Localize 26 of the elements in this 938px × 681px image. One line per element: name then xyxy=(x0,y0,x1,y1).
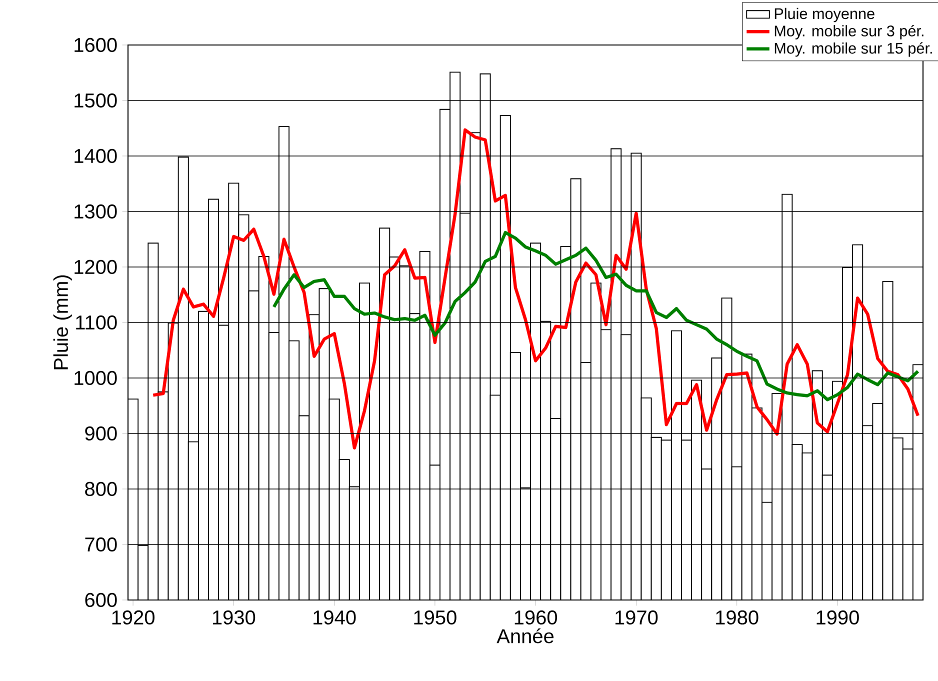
legend-label: Moy. mobile sur 15 pér. xyxy=(774,42,932,57)
y-tick-label: 800 xyxy=(85,482,117,496)
line-series xyxy=(272,230,920,402)
x-tick-label: 1980 xyxy=(716,610,758,625)
x-tick-label: 1970 xyxy=(615,610,658,625)
y-tick-label: 1200 xyxy=(74,260,117,274)
y-axis-title: Pluie (mm) xyxy=(53,275,72,370)
y-tick-label: 1000 xyxy=(74,370,117,386)
x-tick-label: 1930 xyxy=(212,610,256,625)
y-tick-label: 1400 xyxy=(74,148,117,164)
legend-label: Pluie moyenne xyxy=(774,8,874,22)
x-tick-label: 1920 xyxy=(112,610,154,625)
legend-label: Moy. mobile sur 3 pér. xyxy=(774,24,924,40)
y-tick-label: 1100 xyxy=(76,315,117,330)
x-tick-label: 1990 xyxy=(816,610,859,625)
x-tick-label: 1940 xyxy=(314,610,356,625)
y-tick-label: 1500 xyxy=(74,93,117,108)
y-tick-label: 1600 xyxy=(74,38,117,52)
line-series xyxy=(152,128,920,450)
x-tick-label: 1960 xyxy=(514,610,558,625)
y-tick-label: 600 xyxy=(85,592,117,608)
y-tick-label: 700 xyxy=(85,537,117,552)
y-tick-label: 1300 xyxy=(74,204,117,219)
y-tick-label: 900 xyxy=(85,426,117,441)
x-tick-label: 1950 xyxy=(414,610,456,625)
x-axis-title: Année xyxy=(496,628,554,644)
